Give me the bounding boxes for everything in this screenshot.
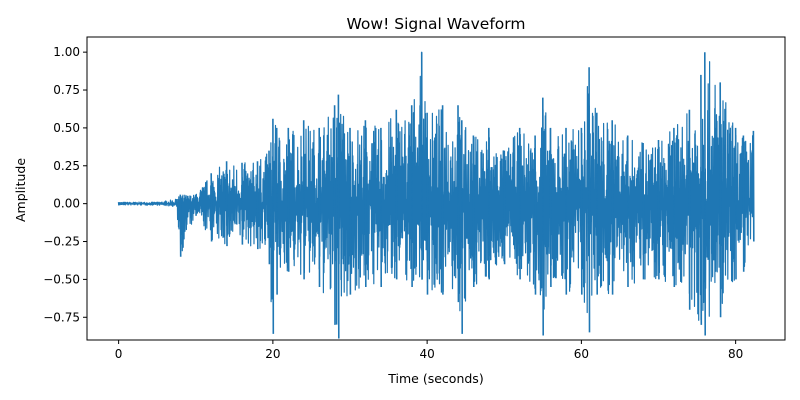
series-line [118,51,754,326]
y-tick-label: −0.50 [43,272,80,286]
y-tick-label: −0.75 [43,310,80,324]
y-tick-label: 0.25 [53,159,80,173]
series-peaks [117,52,755,339]
x-tick-label: 40 [419,347,434,361]
y-tick-label: 1.00 [53,45,80,59]
x-tick-label: 60 [574,347,589,361]
plot-frame [86,36,786,341]
x-tick-label: 80 [728,347,743,361]
y-tick-label: 0.75 [53,83,80,97]
x-tick-label: 0 [115,347,123,361]
x-tick-label: 20 [265,347,280,361]
y-tick-label: −0.25 [43,235,80,249]
x-axis-label: Time (seconds) [387,371,483,386]
y-tick-label: 0.50 [53,121,80,135]
plot-area [117,51,755,339]
chart-title: Wow! Signal Waveform [347,15,526,33]
axis-ticks: 0 20 40 60 80 −0.75 −0.50 −0.25 0.00 0.25 0.50 0.75… [43,45,743,361]
y-axis-label: Amplitude [13,158,28,222]
y-tick-label: 0.00 [53,197,80,211]
